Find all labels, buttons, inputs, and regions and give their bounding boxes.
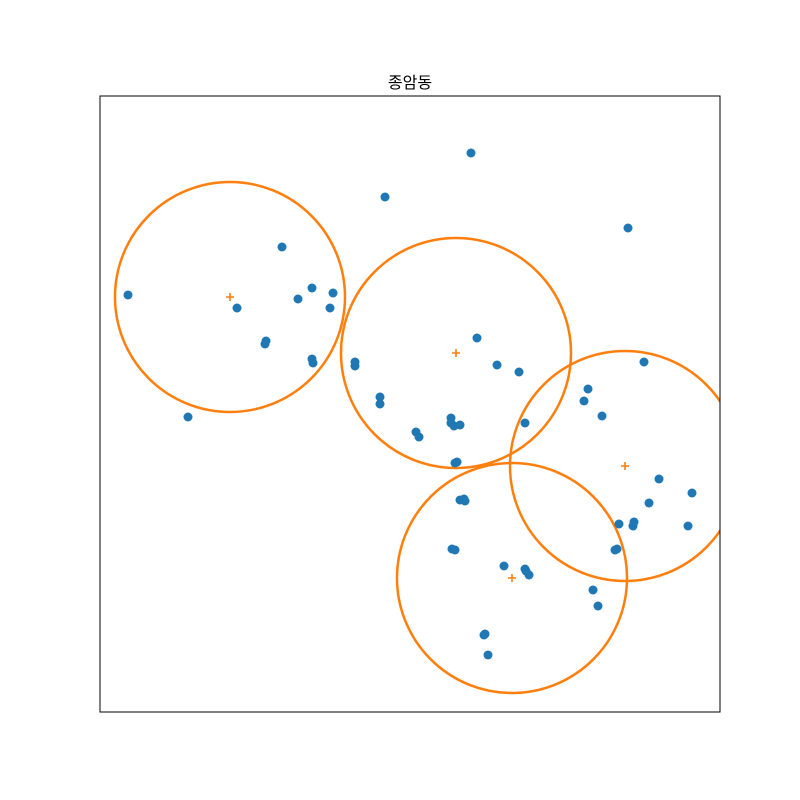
data-point (375, 392, 385, 402)
data-point (232, 303, 242, 313)
axes-frame (99, 95, 721, 713)
data-point (579, 396, 589, 406)
chart-title: 종암동 (388, 73, 432, 92)
data-point (597, 411, 607, 421)
data-point (261, 336, 271, 346)
data-point (277, 242, 287, 252)
data-point (450, 545, 460, 555)
data-point (123, 290, 133, 300)
data-point (466, 148, 476, 158)
data-point (687, 488, 697, 498)
cluster-circle (339, 236, 573, 470)
data-point (308, 358, 318, 368)
data-point (328, 288, 338, 298)
data-point (639, 357, 649, 367)
data-point (614, 519, 624, 529)
data-point (414, 432, 424, 442)
data-point (593, 601, 603, 611)
data-point (583, 384, 593, 394)
data-point (623, 223, 633, 233)
data-point (452, 457, 462, 467)
data-point (629, 517, 639, 527)
plot-area (113, 148, 720, 695)
data-point (380, 192, 390, 202)
data-point (644, 498, 654, 508)
data-point (514, 367, 524, 377)
data-point (375, 399, 385, 409)
cluster-center-marker (508, 574, 516, 582)
data-point (480, 629, 490, 639)
data-point (499, 561, 509, 571)
data-point (520, 418, 530, 428)
data-point (460, 496, 470, 506)
data-point (524, 570, 534, 580)
cluster-center-marker (452, 349, 460, 357)
cluster-circle (508, 349, 720, 583)
data-point (483, 650, 493, 660)
data-point (654, 474, 664, 484)
cluster-circle (395, 461, 629, 695)
data-point (307, 283, 317, 293)
data-point (588, 585, 598, 595)
data-point (472, 333, 482, 343)
data-point (612, 544, 622, 554)
cluster-center-marker (621, 462, 629, 470)
data-point (350, 357, 360, 367)
data-point (683, 521, 693, 531)
cluster-circle (113, 180, 347, 414)
data-point (293, 294, 303, 304)
data-point (183, 412, 193, 422)
data-point (325, 303, 335, 313)
data-point (492, 360, 502, 370)
cluster-center-marker (226, 293, 234, 301)
data-point (455, 420, 465, 430)
